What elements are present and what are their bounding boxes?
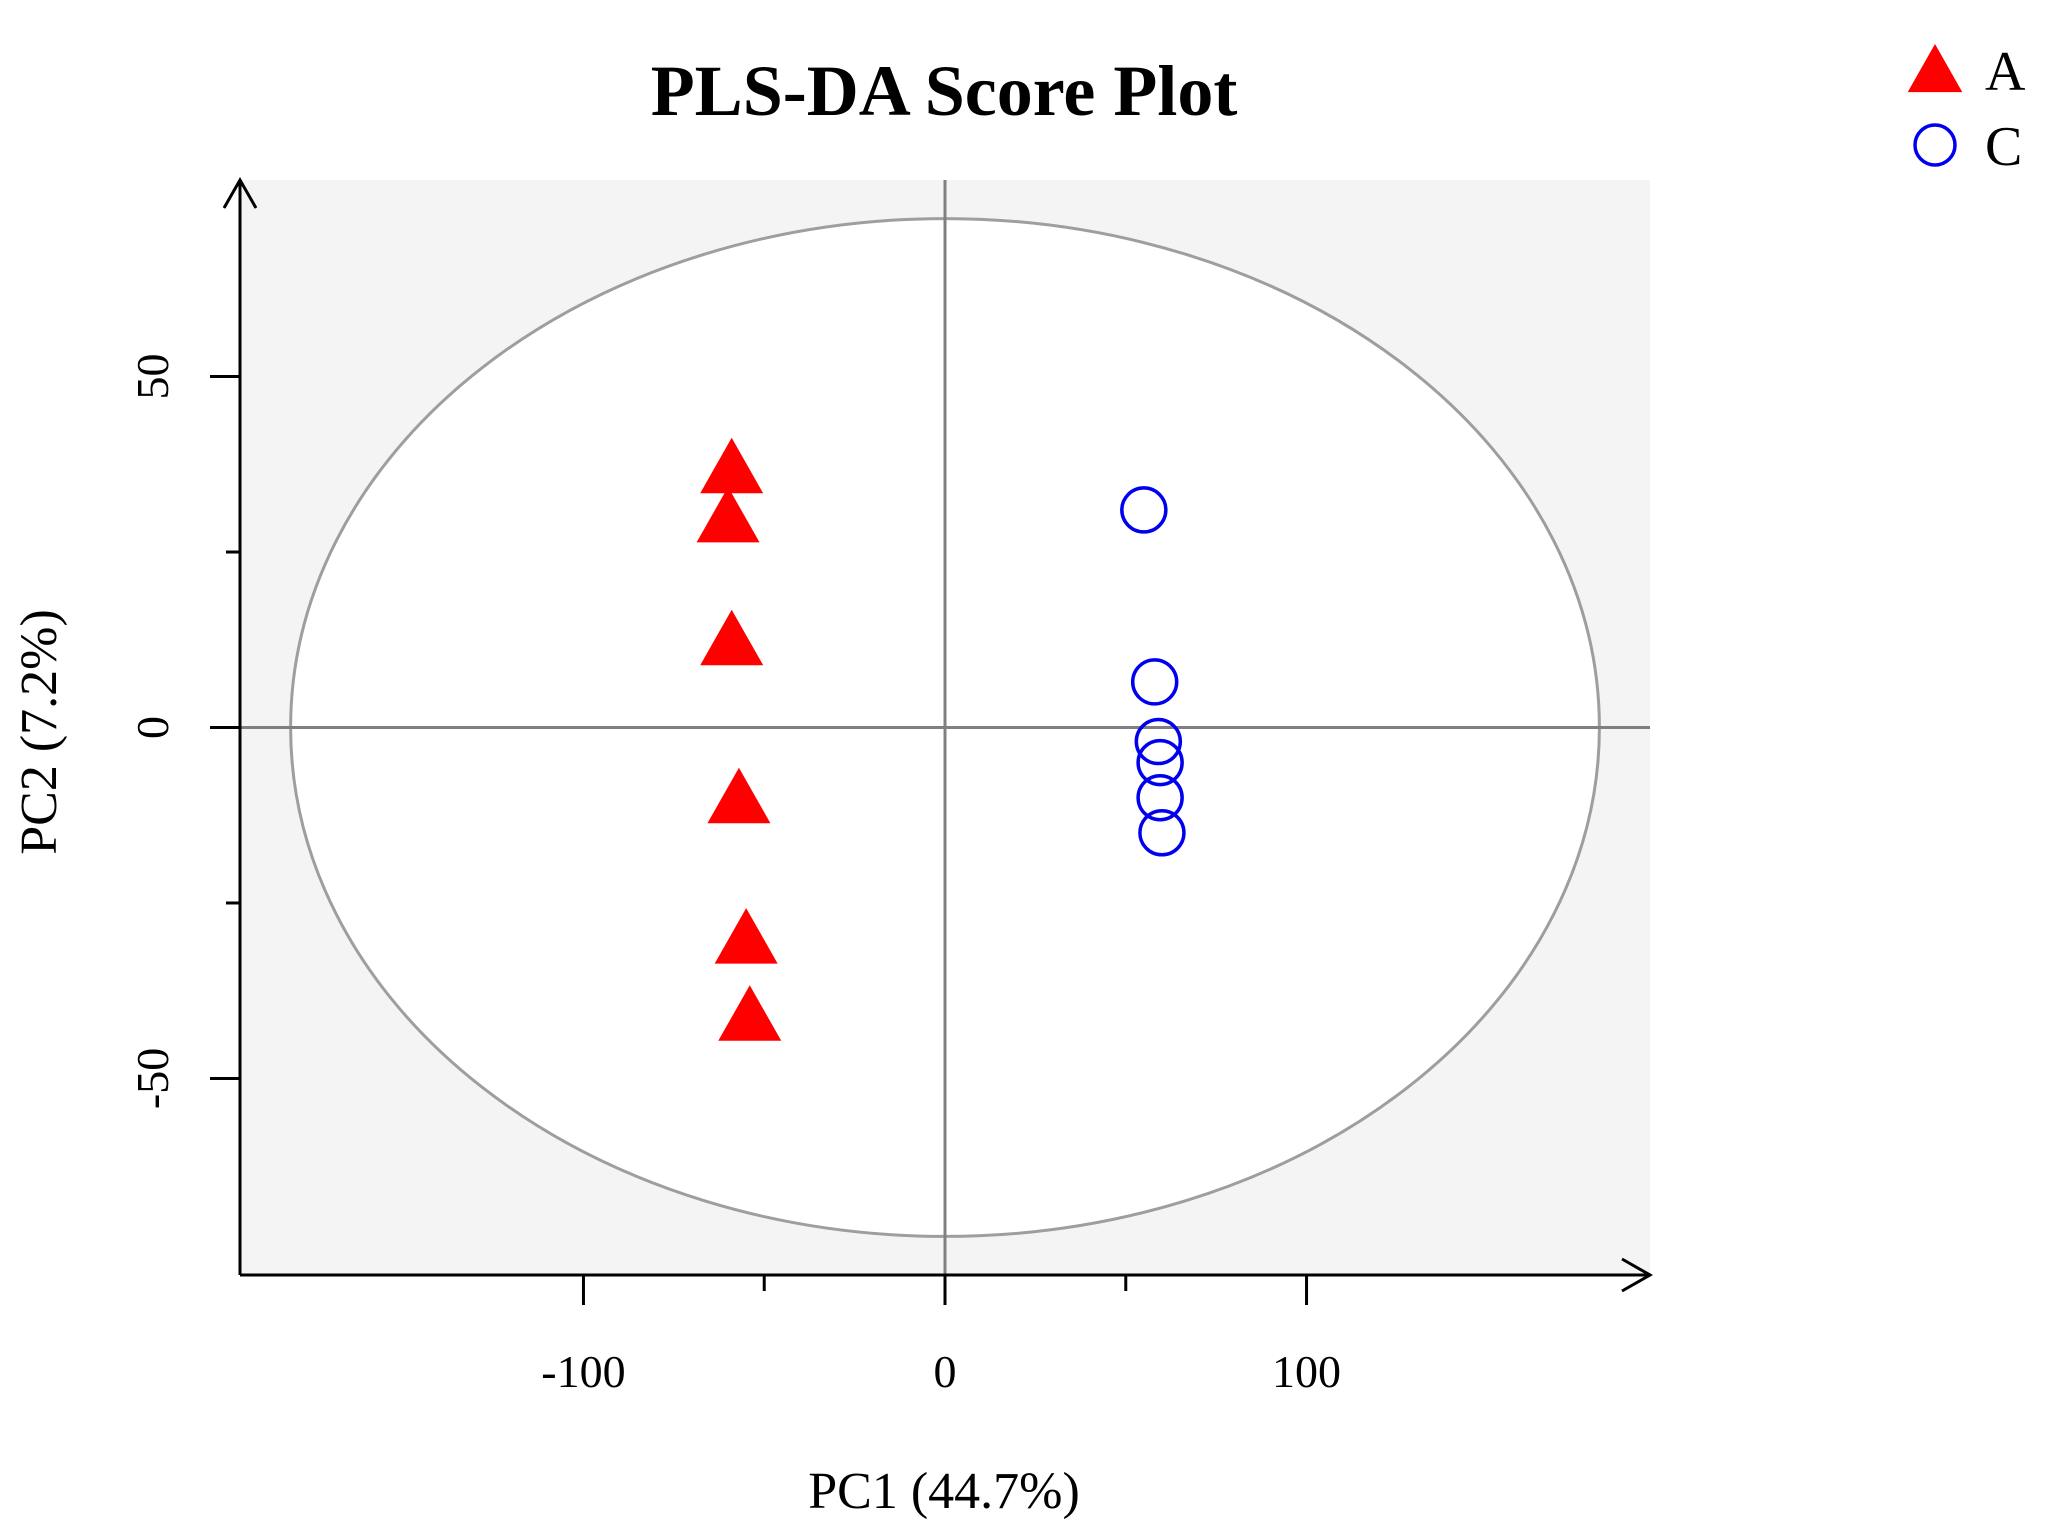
point-C bbox=[1134, 717, 1183, 766]
series-A bbox=[696, 437, 782, 1041]
point-C bbox=[1136, 773, 1184, 822]
legend-label-C: C bbox=[1985, 116, 2022, 178]
point-A bbox=[714, 908, 778, 964]
point-A bbox=[700, 609, 764, 666]
y-axis-arrow bbox=[222, 176, 258, 209]
x-axis-label: PC1 (44.7%) bbox=[808, 1463, 1080, 1520]
point-A bbox=[696, 486, 760, 543]
series-C bbox=[1120, 486, 1186, 857]
y-axis-label: PC2 (7.2%) bbox=[11, 609, 68, 855]
legend-label-A: A bbox=[1985, 41, 2026, 103]
point-A bbox=[707, 767, 771, 824]
legend: AC bbox=[1907, 41, 2026, 178]
y-tick-label: 0 bbox=[127, 716, 178, 739]
point-C bbox=[1120, 486, 1168, 534]
y-tick-label: -50 bbox=[127, 1048, 178, 1109]
point-A bbox=[718, 985, 782, 1041]
point-A bbox=[700, 437, 764, 494]
x-tick-label: 100 bbox=[1272, 1346, 1341, 1397]
point-C bbox=[1130, 658, 1179, 706]
y-tick-label: 50 bbox=[127, 354, 178, 400]
legend-marker-A bbox=[1907, 44, 1963, 93]
point-C bbox=[1136, 738, 1184, 787]
x-axis-arrow bbox=[1621, 1257, 1654, 1293]
legend-marker-C bbox=[1913, 123, 1957, 167]
chart-title: PLS-DA Score Plot bbox=[651, 51, 1238, 131]
point-C bbox=[1138, 809, 1186, 857]
x-tick-label: -100 bbox=[541, 1346, 625, 1397]
x-tick-label: 0 bbox=[934, 1346, 957, 1397]
